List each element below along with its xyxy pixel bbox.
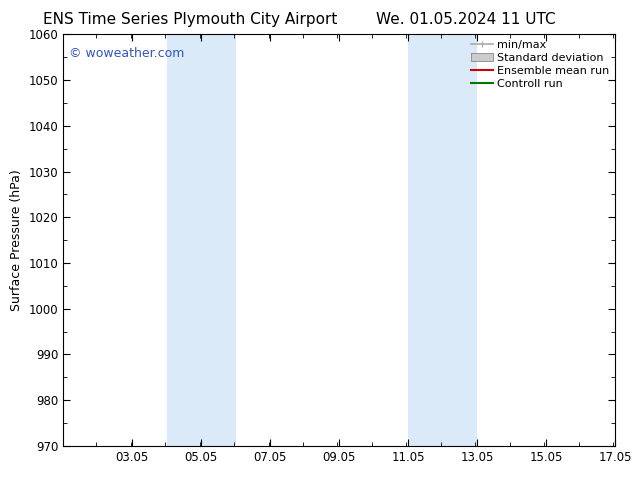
Text: ENS Time Series Plymouth City Airport: ENS Time Series Plymouth City Airport xyxy=(43,12,337,27)
Legend: min/max, Standard deviation, Ensemble mean run, Controll run: min/max, Standard deviation, Ensemble me… xyxy=(469,38,612,91)
Bar xyxy=(408,34,477,446)
Text: © woweather.com: © woweather.com xyxy=(69,47,184,60)
Y-axis label: Surface Pressure (hPa): Surface Pressure (hPa) xyxy=(10,169,23,311)
Text: We. 01.05.2024 11 UTC: We. 01.05.2024 11 UTC xyxy=(376,12,556,27)
Bar xyxy=(167,34,219,446)
Bar xyxy=(219,34,236,446)
